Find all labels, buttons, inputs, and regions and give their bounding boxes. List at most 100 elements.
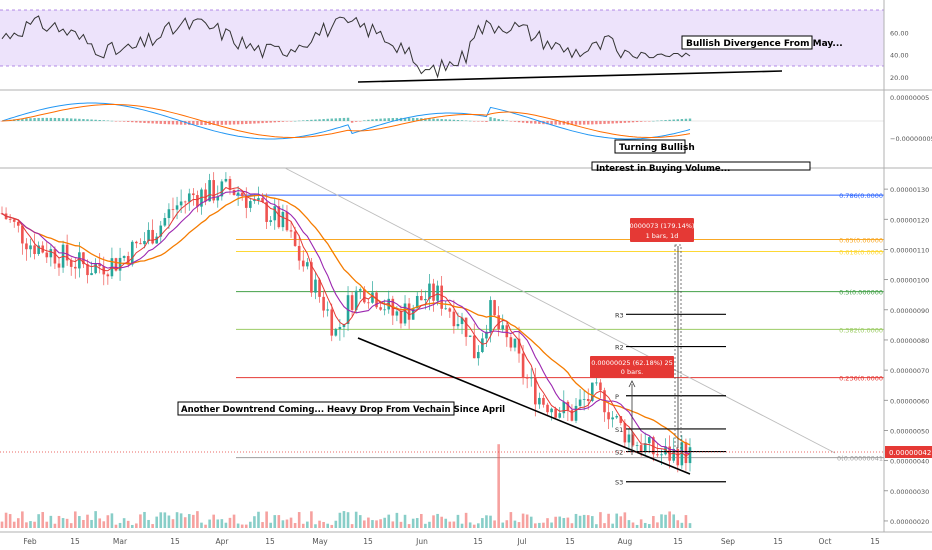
pivot-level-label: R2 — [615, 344, 624, 352]
candle-body — [200, 189, 203, 207]
macd-hist-bar — [188, 121, 191, 125]
candle-body — [619, 416, 623, 423]
time-axis-ticks: Feb 15 Mar 15 Apr 15 May 15 Jun 15 Jul 15 Aug 15 Sep 15… — [23, 537, 880, 546]
volume-bar — [635, 524, 639, 528]
candle-body — [652, 437, 655, 455]
candle-body — [126, 256, 130, 265]
macd-hist-bar — [236, 121, 240, 125]
volume-bar — [517, 522, 521, 528]
macd-hist-bar — [680, 119, 684, 121]
candle-body — [277, 206, 281, 228]
macd-hist-bar — [131, 121, 134, 123]
price-tick-label: 0.00000050 — [890, 427, 929, 435]
volume-bar — [493, 520, 496, 528]
macd-hist-bar — [135, 121, 138, 123]
macd-hist-bar — [497, 119, 500, 121]
macd-hist-bar — [147, 121, 150, 124]
macd-hist-bar — [664, 120, 667, 121]
candle-body — [301, 260, 305, 267]
macd-hist-bar — [534, 121, 537, 124]
macd-hist-bar — [668, 119, 671, 121]
volume-bar — [330, 524, 334, 528]
candle-body — [183, 201, 187, 203]
macd-hist-bar — [127, 121, 130, 122]
macd-hist-bar — [554, 121, 557, 125]
macd-hist-bar — [269, 121, 272, 123]
candle-body — [314, 279, 317, 293]
price-tick-label: 0.00000070 — [890, 367, 929, 375]
macd-hist-bar — [582, 121, 586, 125]
macd-hist-bar — [684, 118, 688, 121]
candle-body — [611, 417, 614, 420]
volume-bar — [326, 523, 329, 528]
macd-hist-bar — [525, 121, 529, 124]
candle-body — [220, 181, 224, 197]
macd-hist-bar — [265, 121, 268, 123]
macd-hist-bar — [314, 119, 317, 121]
candle-body — [546, 404, 549, 413]
candle-body — [643, 443, 647, 453]
volume-bar — [688, 523, 692, 528]
volume-bar — [542, 522, 545, 528]
candle-body — [534, 377, 537, 405]
candle-body — [464, 317, 468, 337]
candle-body — [562, 401, 566, 414]
volume-bar — [472, 524, 476, 528]
candle-body — [57, 263, 61, 268]
macd-hist-bar — [375, 118, 378, 121]
candle-body — [224, 178, 228, 182]
pivot-level-label: R3 — [615, 311, 624, 319]
volume-bar — [73, 511, 77, 528]
candle-body — [244, 196, 248, 208]
volume-bar — [78, 516, 81, 528]
candle-body — [318, 279, 321, 297]
volume-bar — [521, 513, 525, 528]
volume-bar — [363, 520, 366, 528]
macd-hist-bar — [322, 119, 325, 121]
macd-hist-bar — [33, 118, 36, 121]
volume-bar — [122, 518, 126, 528]
macd-hist-bar — [90, 119, 93, 121]
rsi-annotation-box: Bullish Divergence From May... — [681, 35, 843, 50]
volume-bar — [407, 524, 411, 528]
volume-bar — [529, 516, 533, 528]
measure-box-small: 0.00000025 (62.18%) 25 0 bars. — [590, 356, 674, 455]
volume-bar — [468, 522, 472, 528]
time-tick-label: May — [312, 537, 328, 546]
macd-hist-bar — [302, 120, 305, 121]
pivot-level-label: S1 — [615, 426, 623, 434]
candle-body — [452, 311, 456, 327]
volume-bar — [354, 511, 358, 528]
macd-hist-bar — [330, 118, 333, 121]
candle-body — [122, 256, 126, 258]
volume-bar — [672, 514, 676, 528]
candle-body — [187, 193, 191, 202]
volume-bar — [497, 444, 500, 528]
candle-body — [379, 307, 382, 310]
candle-body — [493, 300, 496, 316]
macd-hist-bar — [574, 121, 578, 125]
macd-hist-bar — [106, 120, 110, 122]
candle-body — [53, 249, 57, 264]
volume-bar — [371, 520, 374, 528]
macd-hist-bar — [245, 121, 248, 124]
time-tick-label: 15 — [170, 537, 180, 546]
macd-hist-bar — [179, 121, 183, 125]
candle-body — [448, 308, 452, 312]
candle-body — [367, 302, 370, 304]
fib-level-label: 0.5(0.000000 — [839, 289, 883, 297]
macd-hist-bar — [505, 120, 509, 122]
volume-bar — [12, 521, 16, 528]
macd-hist-bar — [607, 121, 610, 124]
price-pane: 0.786(0.0000 0.65(0.00000 0.618(0.0000 0.5(… — [0, 161, 884, 528]
volume-bar — [411, 518, 415, 528]
volume-bar — [114, 524, 118, 528]
macd-hist-bar — [273, 121, 276, 123]
macd-hist-bar — [652, 120, 655, 122]
volume-bar — [586, 515, 590, 528]
price-axis-ticks: 0.00000130 0.00000120 0.00000110 0.00000100… — [884, 186, 929, 526]
macd-hist-bar — [538, 121, 541, 124]
candle-body — [472, 335, 476, 359]
rsi-tick-label: 40.00 — [890, 52, 909, 60]
